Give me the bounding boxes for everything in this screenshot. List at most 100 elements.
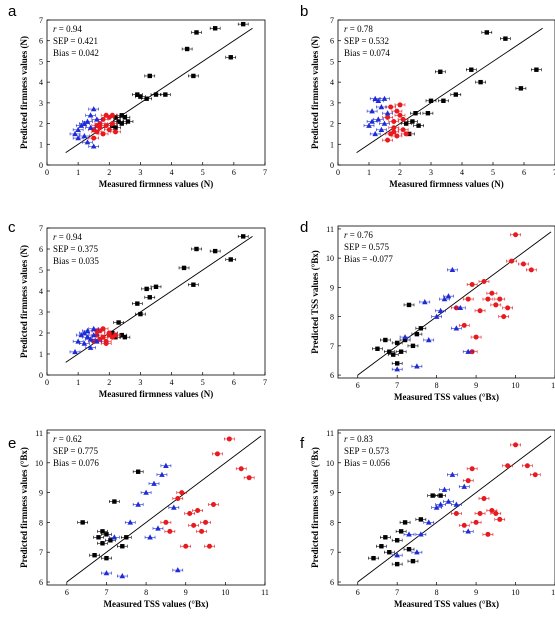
data-point-circle <box>109 121 115 127</box>
r-value-label: r = 0.83 <box>344 434 373 444</box>
data-point-square <box>428 98 434 103</box>
data-point-triangle <box>87 344 94 350</box>
data-point-square <box>410 343 416 349</box>
data-point-circle <box>391 119 397 124</box>
x-tick-label: 4 <box>460 168 464 177</box>
data-point-circle <box>388 104 394 110</box>
data-point-triangle <box>75 338 81 344</box>
plot-frame <box>46 429 266 586</box>
data-point-circle <box>109 112 115 118</box>
y-tick-label: 4 <box>39 78 43 87</box>
data-point-circle <box>226 436 232 442</box>
y-tick-label: 3 <box>330 99 334 108</box>
data-point-circle <box>513 232 519 238</box>
data-point-circle <box>469 466 475 472</box>
data-point-square <box>212 248 218 254</box>
data-point-square <box>163 92 168 97</box>
data-point-square <box>191 73 196 79</box>
data-point-square <box>441 98 446 103</box>
data-point-circle <box>203 519 209 525</box>
x-tick-label: 0 <box>336 168 340 177</box>
sep-label: SEP = 0.532 <box>344 36 389 46</box>
data-point-triangle <box>381 95 388 101</box>
data-point-triangle <box>143 489 149 495</box>
x-tick-label: 9 <box>474 381 478 390</box>
x-tick-label: 0 <box>45 168 49 177</box>
data-point-square <box>241 234 246 239</box>
y-tick-label: 9 <box>330 489 334 498</box>
y-tick-label: 11 <box>326 225 334 234</box>
data-point-circle <box>461 322 467 328</box>
data-point-square <box>96 535 101 540</box>
data-point-circle <box>485 296 491 302</box>
plot-frame <box>337 429 555 586</box>
data-point-square <box>404 121 409 126</box>
data-point-triangle <box>433 313 440 319</box>
data-point-square <box>414 331 420 337</box>
data-point-triangle <box>433 504 440 510</box>
data-point-triangle <box>81 133 88 139</box>
data-point-circle <box>403 131 409 137</box>
data-point-circle <box>191 522 197 528</box>
data-point-square <box>138 94 143 99</box>
data-point-square <box>80 520 85 525</box>
data-point-circle <box>106 127 112 133</box>
data-point-triangle <box>414 549 420 555</box>
data-point-triangle <box>369 108 375 114</box>
fit-line <box>66 435 262 583</box>
sep-label: SEP = 0.775 <box>53 446 99 456</box>
data-point-circle <box>397 102 403 108</box>
data-point-circle <box>532 472 538 478</box>
x-tick-label: 6 <box>232 168 236 177</box>
data-point-triangle <box>78 122 85 128</box>
data-point-square <box>379 544 384 549</box>
data-point-triangle <box>457 304 464 311</box>
data-point-triangle <box>378 104 385 110</box>
y-tick-label: 5 <box>39 266 43 275</box>
data-point-square <box>104 555 109 561</box>
y-tick-label: 9 <box>330 283 334 292</box>
data-point-square <box>116 320 121 325</box>
data-point-circle <box>497 516 503 522</box>
data-point-circle <box>481 279 487 285</box>
data-point-square <box>413 111 418 116</box>
data-point-triangle <box>381 120 388 126</box>
data-point-square <box>153 284 159 289</box>
x-axis-title: Measured firmness values (N) <box>99 179 214 189</box>
data-point-circle <box>465 296 471 302</box>
data-point-circle <box>528 267 534 273</box>
data-point-square <box>518 86 524 91</box>
bias-label: Bias = 0.035 <box>53 256 99 266</box>
data-point-circle <box>481 496 487 502</box>
data-point-triangle <box>87 112 94 118</box>
x-tick-label: 4 <box>170 168 174 177</box>
y-tick-label: 6 <box>330 578 334 587</box>
x-tick-label: 3 <box>138 378 142 387</box>
panel-letter: d <box>300 219 308 236</box>
data-point-triangle <box>366 122 372 128</box>
x-tick-label: 6 <box>232 378 236 387</box>
y-tick-label: 11 <box>35 429 43 438</box>
y-tick-label: 0 <box>330 161 334 170</box>
y-tick-label: 5 <box>39 57 43 66</box>
panel-e: e 6 7 8 9 10 11 6 7 8 9 10 11 Measured TSS values (°B… <box>8 429 269 609</box>
y-tick-label: 0 <box>39 371 43 380</box>
data-point-circle <box>113 332 119 338</box>
y-tick-label: 8 <box>39 518 43 527</box>
data-point-circle <box>100 334 106 340</box>
y-tick-label: 7 <box>39 16 43 25</box>
data-point-circle <box>199 528 205 534</box>
y-tick-label: 2 <box>39 329 43 338</box>
r-value-label: r = 0.62 <box>53 434 82 444</box>
data-point-square <box>383 535 388 540</box>
data-point-circle <box>489 507 495 513</box>
data-point-triangle <box>90 143 97 149</box>
data-point-square <box>113 125 118 130</box>
r-value: = 0.78 <box>348 24 374 34</box>
x-tick-label: 11 <box>261 588 269 597</box>
y-axis-title: Predicted firmness values (°Bx) <box>310 447 320 568</box>
y-axis-title: Predicted firmness values (N) <box>19 245 29 358</box>
x-tick-label: 8 <box>144 588 148 597</box>
y-axis-title: Predicted firmness values (°Bx) <box>19 447 29 568</box>
